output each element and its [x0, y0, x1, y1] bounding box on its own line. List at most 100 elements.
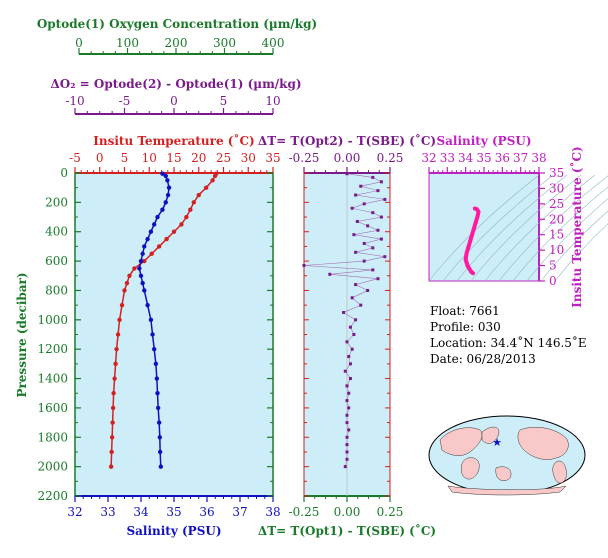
dt-point — [359, 184, 363, 188]
temperature-point — [179, 222, 184, 227]
salinity-point — [156, 420, 162, 425]
dt-point — [345, 443, 349, 447]
ts-density-contour — [512, 186, 608, 282]
ts-point — [467, 266, 472, 271]
salinity-point — [137, 266, 142, 271]
salinity-axis-tick-label: 37 — [232, 505, 247, 519]
temperature-point — [109, 449, 114, 455]
ts-density-contour — [554, 223, 608, 282]
info-date: Date: 06/28/2013 — [430, 352, 536, 366]
salinity-point — [140, 280, 145, 286]
dt-point — [383, 197, 387, 201]
dt-point — [371, 175, 375, 179]
pressure-axis-tick-label: 1800 — [37, 430, 68, 444]
dt-point — [345, 457, 349, 461]
temperature-point — [156, 244, 162, 249]
salinity-point — [165, 178, 170, 183]
salinity-point — [154, 376, 160, 381]
ts-temperature-tick-label: 0 — [549, 274, 557, 288]
ts-salinity-axis-tick-label: 32 — [421, 151, 436, 165]
salinity-point — [145, 302, 150, 308]
temperature-axis-title: Insitu Temperature (˚C) — [93, 133, 254, 148]
ts-density-contour — [498, 175, 608, 282]
dt-point — [347, 355, 351, 359]
temperature-point — [164, 236, 169, 242]
dt-point — [345, 340, 349, 344]
salinity-point — [145, 236, 150, 242]
ts-density-contour — [456, 174, 568, 282]
ts-temperature-tick-label: 30 — [549, 181, 564, 195]
salinity-point — [153, 361, 159, 367]
dt-point — [355, 219, 359, 223]
salinity-point — [155, 405, 161, 411]
ts-density-contour — [484, 174, 596, 282]
ts-density-contour — [428, 174, 540, 282]
dt-top-title: ΔT= T(Opt2) - T(SBE) (˚C) — [258, 133, 436, 148]
ts-salinity-axis-tick-label: 38 — [531, 151, 546, 165]
dt-series — [302, 172, 387, 469]
oxygen-axis: Optode(1) Oxygen Concentration (µm/kg) 0… — [37, 17, 317, 55]
dt-bottom-axis-tick-label: 0.25 — [377, 505, 404, 519]
ts-point — [473, 220, 478, 225]
dt-point — [345, 172, 349, 176]
salinity-point — [155, 214, 160, 220]
temperature-point — [196, 192, 201, 198]
dt-point — [345, 384, 349, 388]
dt-point — [348, 362, 352, 366]
temperature-axis-tick-label: 5 — [121, 151, 129, 165]
salinity-point — [166, 185, 172, 190]
dt-point — [359, 303, 363, 307]
info-profile: Profile: 030 — [430, 320, 501, 334]
temperature-point — [110, 405, 116, 411]
profile-panel-bg — [74, 172, 274, 497]
ts-density-contour — [540, 210, 608, 282]
temperature-point — [108, 464, 114, 469]
world-map: ★ — [428, 415, 586, 496]
temperature-point — [124, 280, 130, 286]
info-location: Location: 34.4˚N 146.5˚E — [430, 335, 587, 350]
dt-point — [345, 421, 349, 425]
dt-point — [342, 310, 346, 314]
temperature-series — [108, 171, 219, 469]
salinity-point — [142, 288, 147, 293]
pressure-axis-tick-label: 1200 — [37, 342, 68, 356]
do2-axis-tick-label: -5 — [119, 94, 131, 108]
dt-point — [366, 288, 370, 292]
ts-point — [472, 206, 477, 211]
salinity-series — [137, 171, 172, 469]
salinity-point — [148, 317, 154, 323]
temperature-point — [114, 346, 119, 352]
info-float: Float: 7661 — [430, 304, 500, 318]
temperature-point — [191, 200, 196, 205]
temperature-axis-tick-label: 30 — [241, 151, 256, 165]
temperature-point — [111, 391, 116, 396]
dt-bottom-axis-tick-label: -0.25 — [289, 505, 320, 519]
dt-point — [345, 413, 349, 417]
dt-bottom-axis-tick-label: 0.00 — [334, 505, 361, 519]
dt-point — [328, 272, 332, 276]
salinity-point — [138, 273, 144, 278]
temperature-point — [117, 317, 122, 323]
dt-point — [376, 228, 380, 232]
salinity-point — [158, 464, 163, 469]
ts-temperature-title: Insitu Temperature (˚C) — [569, 146, 584, 307]
ts-series — [463, 206, 481, 276]
do2-axis-title: ΔO₂ = Optode(2) - Optode(1) (µm/kg) — [50, 77, 301, 91]
temperature-axis-tick-label: 15 — [166, 151, 181, 165]
salinity-axis-title: Salinity (PSU) — [126, 524, 221, 538]
dt-point — [347, 428, 351, 432]
dt-point — [366, 224, 370, 228]
temperature-point — [212, 173, 218, 179]
ts-point — [464, 251, 469, 256]
temperature-point — [109, 435, 115, 440]
temperature-point — [171, 229, 177, 234]
ts-density-contour — [470, 174, 582, 282]
do2-axis-tick-label: 5 — [220, 94, 228, 108]
ts-temperature-tick-label: 25 — [549, 197, 564, 211]
salinity-point — [138, 258, 144, 264]
dt-point — [348, 325, 352, 329]
temperature-axis-tick-label: 35 — [265, 151, 280, 165]
pressure-axis-tick-label: 600 — [45, 254, 68, 268]
dt-point — [345, 450, 349, 454]
temperature-point — [210, 178, 215, 183]
